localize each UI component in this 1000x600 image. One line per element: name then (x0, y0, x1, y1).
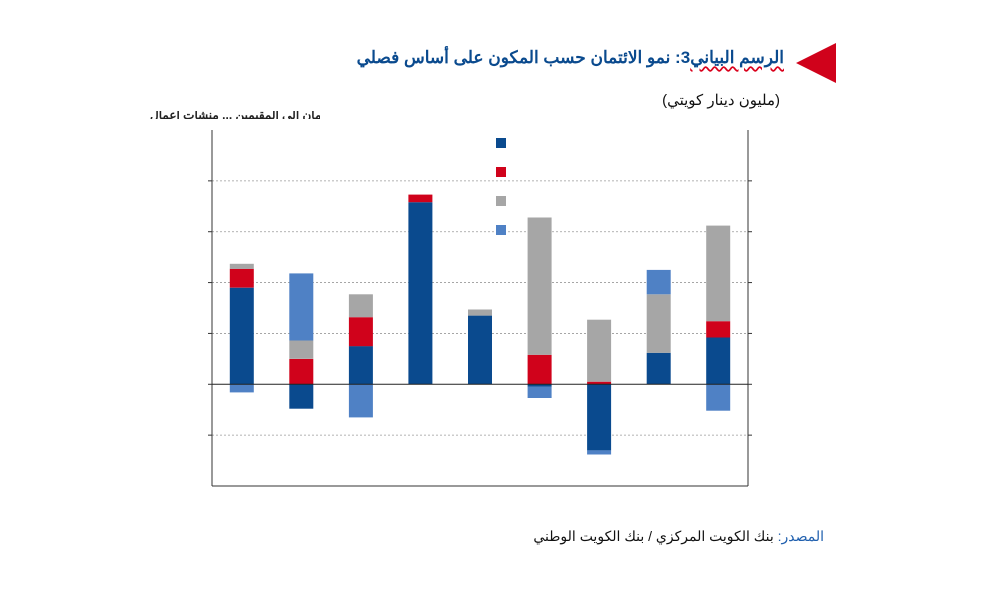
source-note: المصدر: بنك الكويت المركزي / بنك الكويت … (533, 528, 824, 545)
bar-segment-series-2 (587, 381, 612, 385)
unit-label: (مليون دينار كويتي) (662, 92, 780, 109)
chart-title: الرسم البياني3: نمو الائتمان حسب المكون … (357, 48, 784, 68)
bar-segment-series-3 (468, 309, 492, 316)
bar-segment-series-2 (527, 354, 552, 385)
bar-segment-series-2 (348, 317, 373, 347)
bar-segment-series-2 (706, 321, 731, 338)
bar-segment-series-4 (229, 384, 254, 393)
bar-segment-series-1 (527, 384, 552, 387)
bar-segment-series-1 (289, 384, 314, 409)
source-label: المصدر: (777, 528, 824, 544)
bar-segment-series-1 (229, 287, 254, 385)
legend-swatch-2 (496, 167, 506, 177)
bar-segment-series-3 (229, 263, 254, 269)
legend-swatch-3 (496, 196, 506, 206)
bar-segment-series-3 (587, 319, 612, 382)
legend-swatch-1 (496, 138, 506, 148)
title-prefix: الرسم البياني (690, 48, 784, 67)
bar-segment-series-2 (229, 268, 254, 288)
bar-segment-series-2 (408, 194, 433, 203)
bar-segment-series-4 (289, 273, 314, 341)
bar-segment-series-1 (348, 346, 373, 385)
bar-segment-series-3 (527, 217, 552, 355)
title-marker-triangle (796, 43, 836, 83)
source-text: بنك الكويت المركزي / بنك الكويت الوطني (533, 528, 778, 544)
bar-segment-series-1 (646, 352, 671, 385)
bar-segment-series-1 (468, 315, 492, 385)
bar-segment-series-4 (587, 450, 612, 455)
bar-segment-series-3 (646, 294, 671, 353)
bar-segment-series-3 (289, 340, 314, 359)
legend-swatch-4 (496, 225, 506, 235)
bar-segment-series-4 (348, 384, 373, 418)
bar-segment-series-4 (706, 384, 731, 411)
bar-segment-series-3 (348, 294, 373, 318)
bar-segment-series-1 (706, 337, 731, 385)
bar-segment-series-1 (408, 202, 433, 385)
title-rest: : نمو الائتمان حسب المكون على أساس فصلي (356, 48, 681, 67)
bar-segment-series-3 (706, 225, 731, 322)
bar-segment-series-4 (646, 269, 671, 295)
title-number: 3 (680, 48, 691, 67)
clipped-axis-title: الائتمان الى المقيمين ... منشآت أعمال (150, 111, 320, 119)
bar-segment-series-1 (587, 384, 612, 451)
bar-segment-series-4 (527, 386, 552, 398)
bar-segment-series-2 (289, 358, 314, 385)
stacked-bar-chart (208, 130, 752, 487)
